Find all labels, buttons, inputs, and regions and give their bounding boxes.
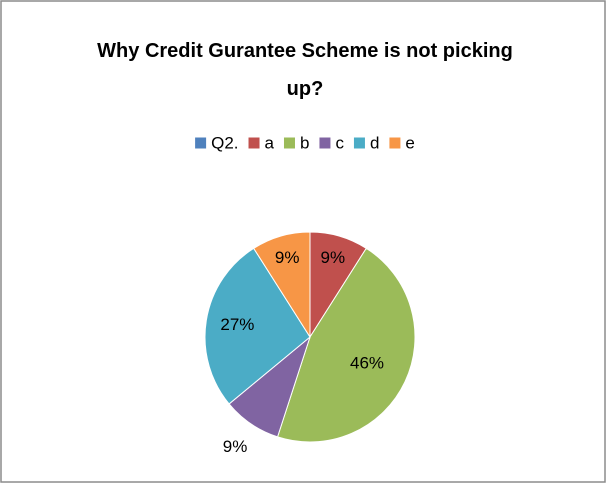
legend-item: d: [353, 133, 379, 152]
legend-item: c: [319, 133, 344, 152]
data-label: 27%: [220, 315, 254, 334]
legend-swatch: [389, 137, 401, 149]
legend-swatch: [248, 137, 260, 149]
data-label: 9%: [321, 248, 346, 267]
pie-slice: [253, 231, 311, 339]
legend-label: a: [265, 133, 275, 152]
chart-title: Why Credit Gurantee Scheme is not pickin…: [97, 40, 513, 100]
legend-item: b: [283, 133, 309, 152]
legend-swatch: [353, 137, 365, 149]
legend-label: e: [405, 133, 414, 152]
data-label: 9%: [275, 248, 300, 267]
legend-label: b: [300, 133, 309, 152]
data-label: 9%: [223, 437, 248, 456]
legend-swatch: [195, 137, 207, 149]
legend-label: Q2.: [211, 133, 238, 152]
pie-slice: [204, 247, 311, 405]
legend-swatch: [283, 137, 295, 149]
pie-slice: [276, 247, 416, 443]
data-label: 46%: [350, 353, 384, 372]
legend-label: c: [335, 133, 344, 152]
legend-item: a: [248, 133, 275, 152]
legend-label: d: [370, 133, 379, 152]
legend-item: e: [389, 133, 415, 152]
legend-item: Q2.: [195, 133, 239, 152]
legend-swatch: [319, 137, 331, 149]
